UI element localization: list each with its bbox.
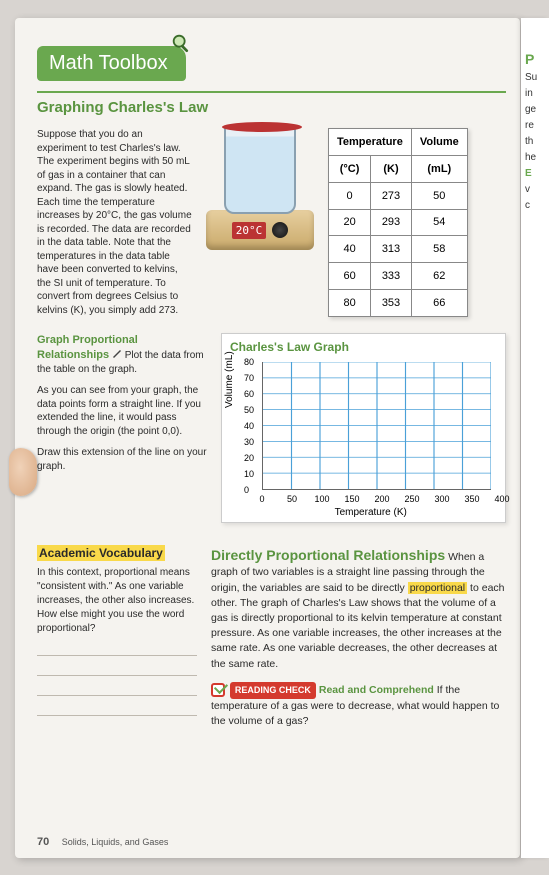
pencil-icon [112, 348, 122, 358]
col-celsius: (°C) [329, 155, 371, 182]
academic-vocabulary: Academic Vocabulary In this context, pro… [37, 545, 197, 729]
y-axis-label: Volume (mL) [224, 351, 235, 408]
table-row: 4031358 [329, 236, 468, 263]
section-tab: Math Toolbox [37, 46, 186, 81]
container-lid [222, 122, 302, 132]
graph-row: Graph Proportional Relationships Plot th… [37, 333, 506, 523]
y-tick: 20 [244, 453, 254, 463]
edge-line: he [525, 150, 545, 166]
col-kelvin: (K) [371, 155, 412, 182]
magnifier-icon [170, 32, 192, 54]
x-tick: 350 [464, 494, 479, 504]
control-knob [272, 222, 288, 238]
graph-instructions: Graph Proportional Relationships Plot th… [37, 333, 207, 523]
y-tick: 70 [244, 373, 254, 383]
edge-line: E [525, 166, 545, 182]
hot-plate: 20°C [206, 210, 314, 250]
textbook-page: Math Toolbox Graphing Charles's Law Supp… [15, 18, 520, 858]
y-tick: 10 [244, 469, 254, 479]
check-icon [211, 683, 225, 697]
chart-container: Charles's Law Graph Volume (mL) [221, 333, 506, 523]
section-subtitle: Graphing Charles's Law [37, 91, 506, 116]
edge-line: th [525, 134, 545, 150]
reading-check-badge: READING CHECK [230, 682, 316, 699]
instruction-p3: Draw this extension of the line on your … [37, 446, 207, 473]
intro-row: Suppose that you do an experiment to tes… [37, 128, 506, 317]
x-tick: 50 [287, 494, 297, 504]
vocab-body: In this context, proportional means "con… [37, 566, 197, 636]
section-title: Math Toolbox [49, 52, 168, 74]
x-axis-label: Temperature (K) [335, 507, 407, 518]
chapter-name: Solids, Liquids, and Gases [62, 837, 169, 847]
y-tick: 40 [244, 421, 254, 431]
edge-line: in [525, 86, 545, 102]
chart-grid [263, 362, 491, 489]
edge-line: Su [525, 70, 545, 86]
bottom-row: Academic Vocabulary In this context, pro… [37, 545, 506, 729]
temperature-display: 20°C [232, 222, 267, 239]
write-line [37, 642, 197, 656]
x-tick: 150 [344, 494, 359, 504]
chart-title: Charles's Law Graph [230, 340, 497, 354]
table-row: 2029354 [329, 209, 468, 236]
x-tick: 100 [314, 494, 329, 504]
highlight-proportional: proportional [408, 582, 467, 594]
edge-line: ge [525, 102, 545, 118]
plot-area [262, 362, 491, 490]
intro-paragraph: Suppose that you do an experiment to tes… [37, 128, 192, 317]
y-tick: 80 [244, 357, 254, 367]
x-tick: 300 [434, 494, 449, 504]
reading-check-label: Read and Comprehend [319, 684, 434, 696]
instruction-title: Graph Proportional Relationships [37, 334, 138, 361]
page-number: 70 [37, 836, 49, 848]
write-line [37, 702, 197, 716]
x-tick: 200 [374, 494, 389, 504]
col-ml: (mL) [411, 155, 467, 182]
table-header-temperature: Temperature [329, 129, 412, 156]
apparatus-illustration: 20°C [200, 128, 320, 317]
x-tick: 400 [494, 494, 509, 504]
y-tick: 50 [244, 405, 254, 415]
table-row: 8035366 [329, 290, 468, 317]
write-line [37, 682, 197, 696]
directly-proportional-section: Directly Proportional Relationships When… [211, 545, 506, 729]
y-tick: 0 [244, 485, 249, 495]
instruction-p2: As you can see from your graph, the data… [37, 384, 207, 438]
gas-container [224, 128, 296, 214]
x-tick: 250 [404, 494, 419, 504]
table-header-volume: Volume [411, 129, 467, 156]
data-table: Temperature Volume (°C) (K) (mL) 027350 … [328, 128, 468, 317]
x-tick: 0 [259, 494, 264, 504]
table-row: 027350 [329, 182, 468, 209]
thumb-holding-page [9, 448, 37, 496]
edge-line: re [525, 118, 545, 134]
edge-line: c [525, 198, 545, 214]
dpr-heading: Directly Proportional Relationships [211, 547, 445, 563]
edge-line: v [525, 182, 545, 198]
y-tick: 60 [244, 389, 254, 399]
table-row: 6033362 [329, 263, 468, 290]
charles-law-chart: Volume (mL) [230, 358, 497, 518]
dpr-body-2: to each other. The graph of Charles's La… [211, 582, 505, 670]
edge-heading: P [525, 48, 545, 70]
next-page-edge: P Su in ge re th he E v c [521, 18, 549, 858]
write-line [37, 662, 197, 676]
page-footer: 70 Solids, Liquids, and Gases [37, 836, 168, 848]
vocab-heading: Academic Vocabulary [37, 545, 165, 561]
y-tick: 30 [244, 437, 254, 447]
